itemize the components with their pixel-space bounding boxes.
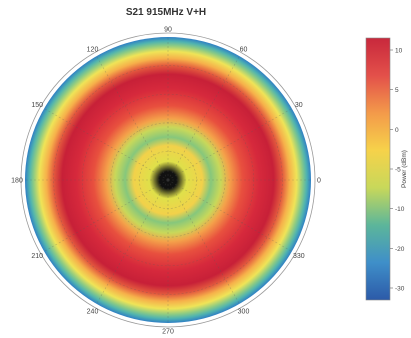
angular-tick-label: 210 <box>31 253 43 260</box>
colorbar-tick-label: 10 <box>395 48 403 55</box>
colorbar: 10 5 0 -5 -10 -20 -30 Power (dBm) <box>365 37 408 301</box>
angular-tick-label: 240 <box>87 308 99 315</box>
angular-tick-label: 180 <box>11 178 23 185</box>
colorbar-tick-label: 0 <box>395 127 399 134</box>
angular-tick-label: 0 <box>317 178 321 185</box>
colorbar-tick-label: -5 <box>395 167 401 174</box>
chart-title: S21 915MHz V+H <box>126 7 206 18</box>
polar-heatmap-disk <box>25 37 311 323</box>
colorbar-label: Power (dBm) <box>401 150 408 188</box>
colorbar-tick-label: -30 <box>395 286 405 293</box>
angular-tick-label: 30 <box>295 102 303 109</box>
polar-outer-border <box>20 32 316 328</box>
polar-grid-circle <box>81 93 255 267</box>
angular-tick-label: 120 <box>87 47 99 54</box>
polar-grid-circle <box>53 65 283 295</box>
angular-tick-label: 90 <box>164 27 172 34</box>
polar-plot: 0 30 60 90 120 150 180 210 240 270 300 330 <box>11 27 321 336</box>
polar-grid-circle <box>110 122 226 238</box>
angular-tick-label: 300 <box>238 308 250 315</box>
angular-tick-label: 270 <box>162 329 174 336</box>
colorbar-tick-label: -10 <box>395 206 405 213</box>
angular-tick-label: 330 <box>293 253 305 260</box>
colorbar-tick-label: 5 <box>395 87 399 94</box>
angular-tick-label: 60 <box>240 47 248 54</box>
colorbar-bar <box>365 37 391 301</box>
polar-grid-circle <box>139 151 197 209</box>
colorbar-tick-label: -20 <box>395 246 405 253</box>
angular-tick-label: 150 <box>31 102 43 109</box>
